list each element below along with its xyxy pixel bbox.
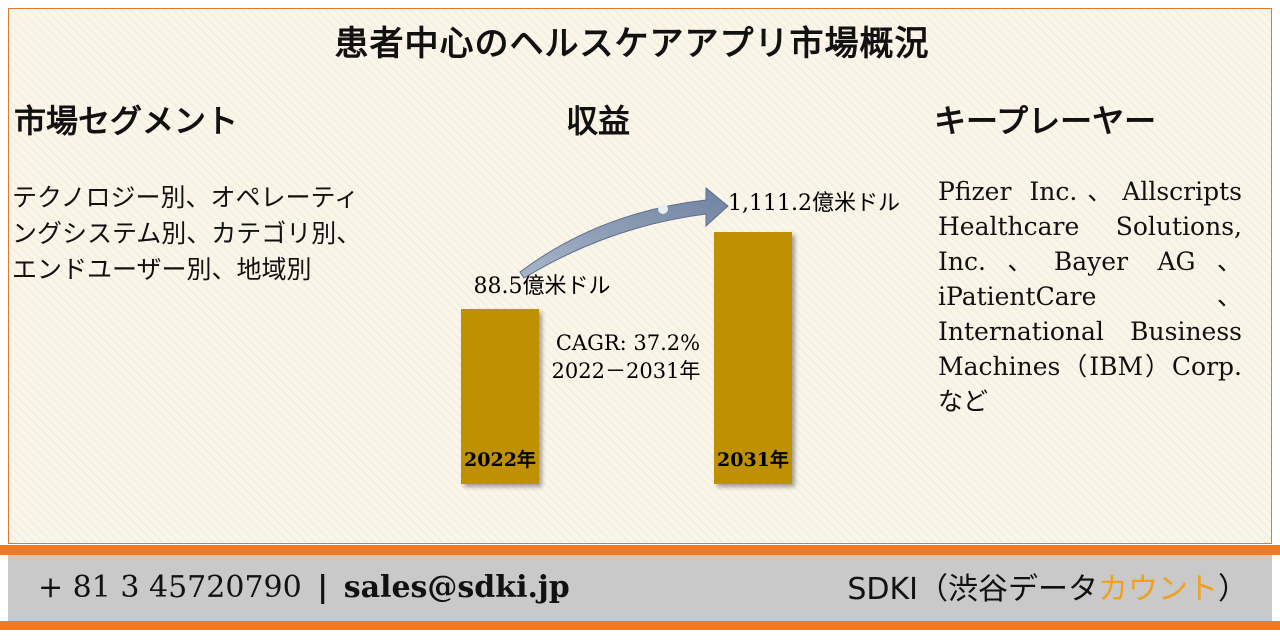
- bar-1: [461, 309, 539, 484]
- period-label: 2022－2031年: [552, 359, 701, 383]
- value-label-1: 88.5億米ドル: [474, 274, 611, 299]
- growth-arrow: [519, 186, 729, 279]
- contact-separator: |: [317, 570, 329, 605]
- footer-bar: [8, 555, 1272, 621]
- brand-accent: カウント: [1098, 572, 1218, 607]
- arrow-highlight: [658, 204, 668, 214]
- segments-heading: 市場セグメント: [14, 102, 239, 140]
- email-address: sales@sdki.jp: [343, 570, 570, 605]
- footer-brand: SDKI（渋谷データカウント）: [847, 564, 1248, 608]
- segments-text: テクノロジー別、オペレーティングシステム別、カテゴリ別、エンドユーザー別、地域別: [12, 183, 362, 284]
- revenue-heading: 収益: [566, 102, 631, 140]
- category-label-2: 2031年: [717, 448, 789, 471]
- footer-bottom-stripe: [0, 621, 1280, 630]
- page-title: 患者中心のヘルスケアアプリ市場概況: [334, 24, 930, 64]
- category-label-1: 2022年: [464, 448, 536, 471]
- brand-prefix: SDKI（渋谷データ: [847, 572, 1098, 607]
- footer-top-stripe: [0, 545, 1280, 555]
- phone-number: + 81 3 45720790: [38, 570, 302, 605]
- players-heading: キープレーヤー: [934, 102, 1157, 140]
- value-label-2: 1,111.2億米ドル: [728, 191, 900, 216]
- cagr-label: CAGR: 37.2%: [556, 331, 700, 355]
- infographic-panel: [8, 8, 1272, 544]
- footer-contact: + 81 3 45720790 | sales@sdki.jp: [38, 570, 570, 605]
- brand-suffix: ）: [1218, 572, 1248, 607]
- players-text: Pfizer Inc.、Allscripts Healthcare Soluti…: [938, 177, 1242, 416]
- bar-2: [714, 232, 792, 484]
